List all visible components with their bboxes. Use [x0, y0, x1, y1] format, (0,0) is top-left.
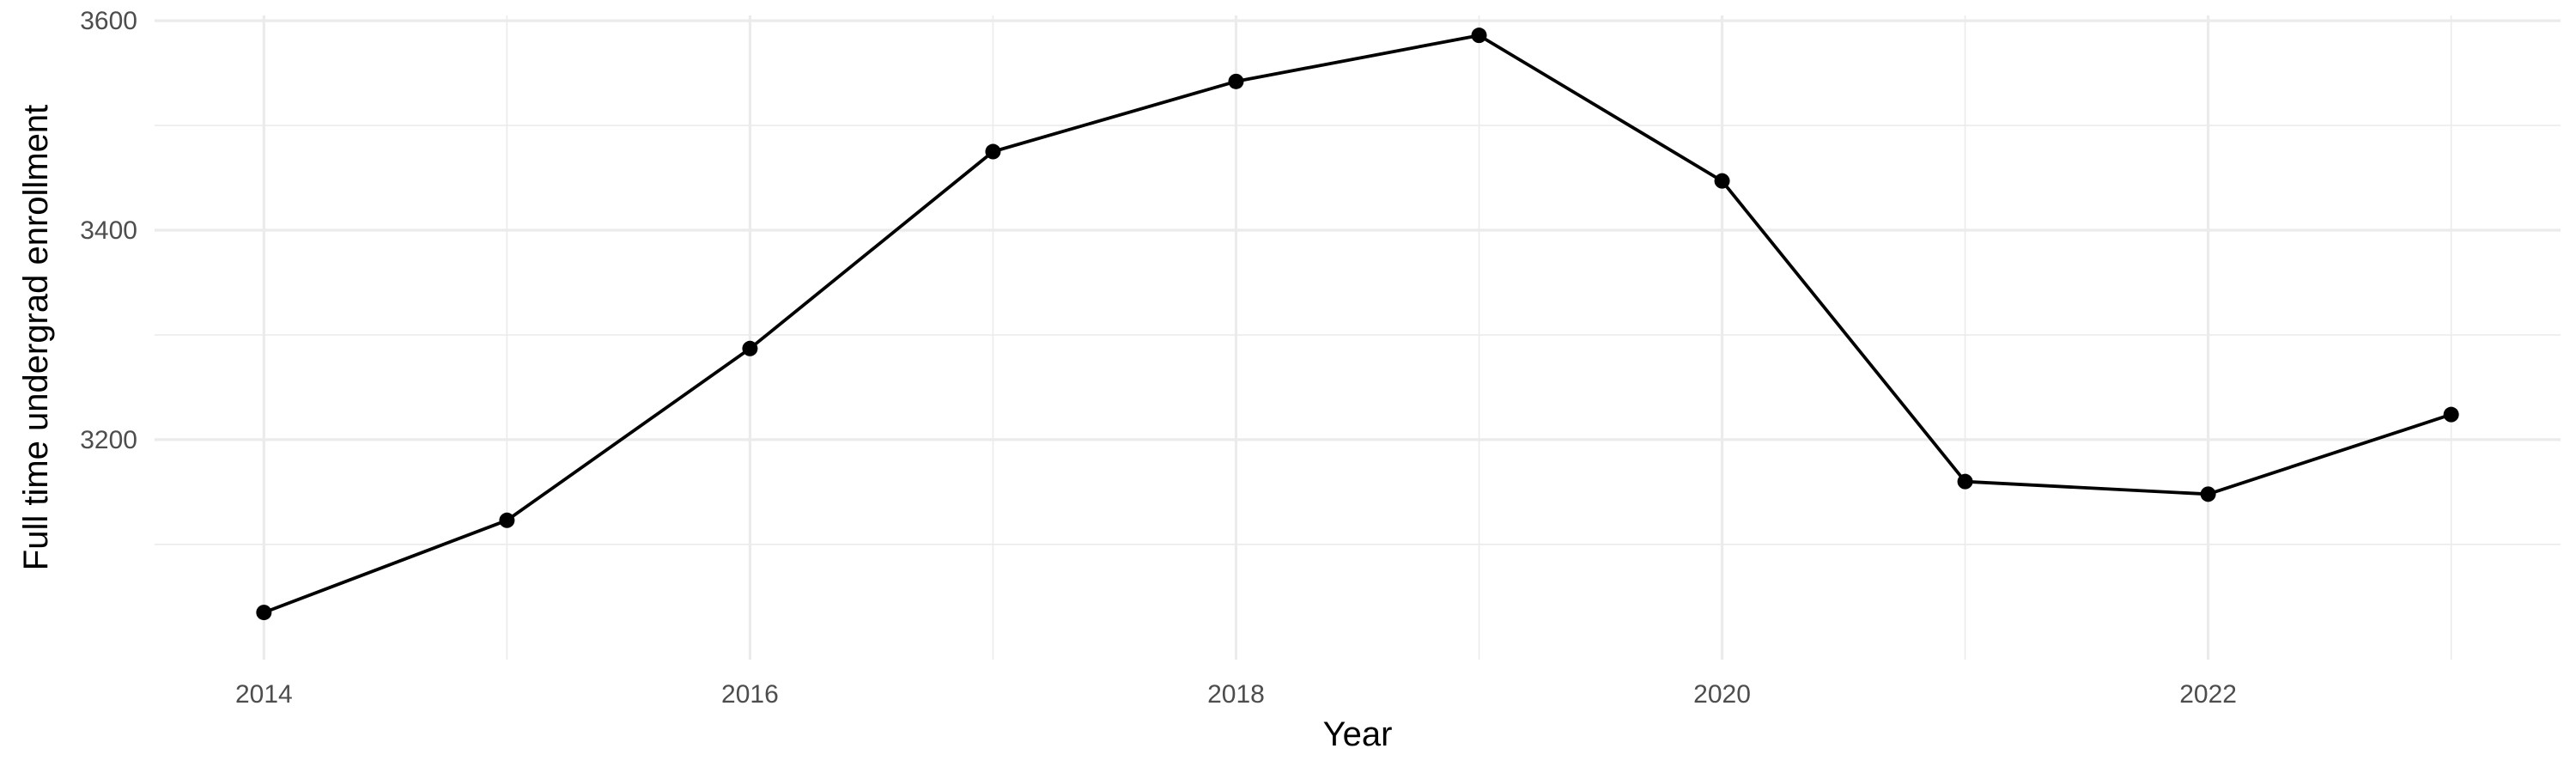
y-tick-label: 3400: [80, 216, 137, 245]
data-point: [742, 340, 758, 356]
data-point: [1471, 27, 1487, 44]
data-point: [2443, 406, 2459, 423]
y-tick-label: 3600: [80, 7, 137, 35]
gridlines: [155, 15, 2561, 660]
data-point: [1228, 73, 1244, 89]
x-axis-tick-labels: 2014 2016 2018 2020 2022: [235, 680, 2237, 709]
x-tick-label: 2016: [721, 680, 779, 709]
x-tick-label: 2014: [235, 680, 293, 709]
x-tick-label: 2020: [1693, 680, 1751, 709]
data-point: [2200, 486, 2216, 502]
y-axis-title: Full time undergrad enrollment: [17, 105, 55, 570]
x-axis-title: Year: [1323, 715, 1393, 753]
x-tick-label: 2022: [2179, 680, 2237, 709]
data-point: [985, 143, 1001, 160]
y-axis-tick-labels: 3200 3400 3600: [80, 7, 137, 454]
data-point: [256, 605, 272, 621]
x-tick-label: 2018: [1207, 680, 1265, 709]
series-layer: [256, 27, 2459, 621]
data-point: [499, 512, 515, 528]
data-point: [1714, 173, 1730, 189]
y-tick-label: 3200: [80, 426, 137, 454]
series-line: [262, 33, 2453, 614]
data-point: [1957, 473, 1973, 490]
